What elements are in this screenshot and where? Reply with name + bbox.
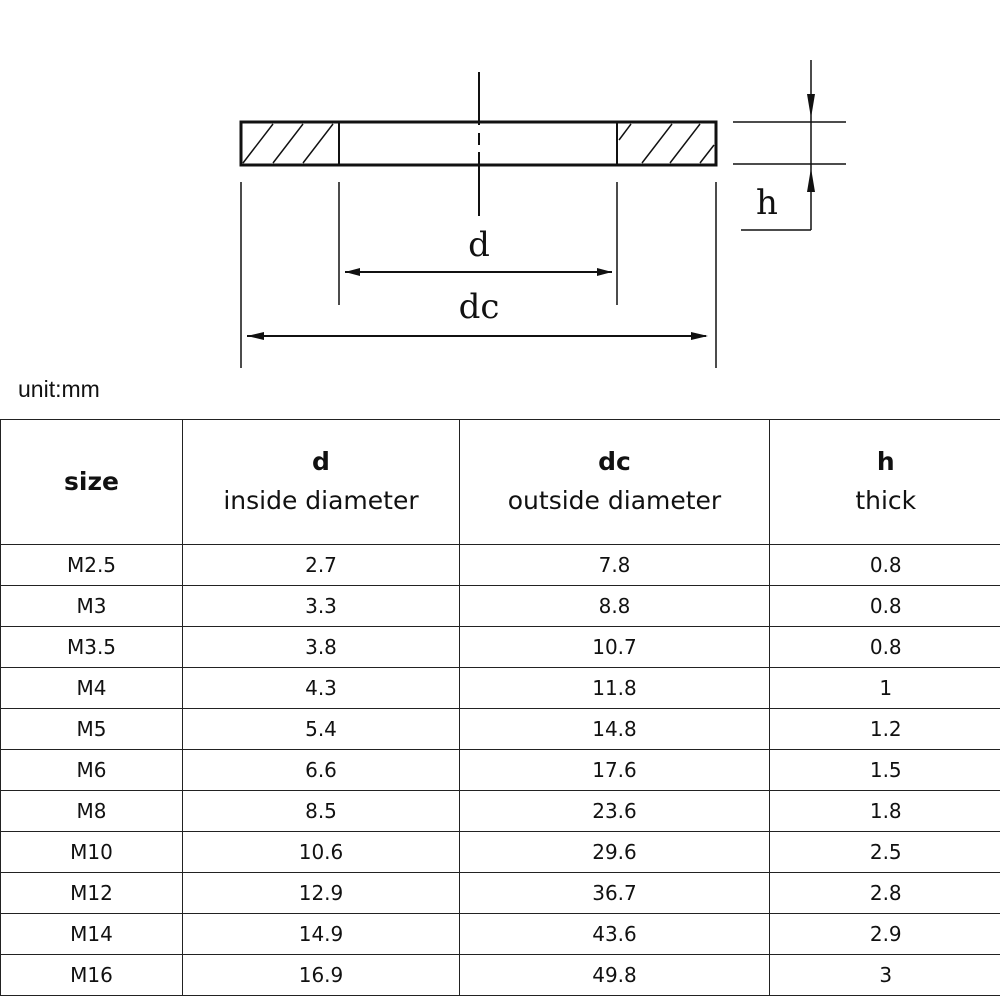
- cell-size: M6: [0, 749, 183, 791]
- header-h-symbol: h: [876, 447, 895, 477]
- header-d: d inside diameter: [182, 419, 460, 545]
- cell-d: 3.8: [182, 626, 460, 668]
- header-dc: dc outside diameter: [459, 419, 770, 545]
- table-row: M3.5 3.8 10.7 0.8: [0, 626, 1000, 668]
- cell-size: M3: [0, 585, 183, 627]
- cell-d: 6.6: [182, 749, 460, 791]
- cell-dc: 8.8: [459, 585, 770, 627]
- cell-dc: 17.6: [459, 749, 770, 791]
- header-h: h thick: [769, 419, 1000, 545]
- cell-h: 1.8: [769, 790, 1000, 832]
- cell-d: 4.3: [182, 667, 460, 709]
- cell-size: M14: [0, 913, 183, 955]
- table-row: M6 6.6 17.6 1.5: [0, 749, 1000, 791]
- cell-h: 3: [769, 954, 1000, 996]
- extension-lines: [240, 60, 846, 368]
- cell-d: 10.6: [182, 831, 460, 873]
- cell-d: 3.3: [182, 585, 460, 627]
- table-header-row: size d inside diameter dc outside diameter…: [0, 419, 1000, 545]
- cell-size: M5: [0, 708, 183, 750]
- cell-h: 2.8: [769, 872, 1000, 914]
- cell-h: 0.8: [769, 544, 1000, 586]
- cell-size: M2.5: [0, 544, 183, 586]
- cell-d: 14.9: [182, 913, 460, 955]
- table-row: M4 4.3 11.8 1: [0, 667, 1000, 709]
- cell-d: 12.9: [182, 872, 460, 914]
- hatching: [242, 123, 715, 164]
- label-d: d: [468, 225, 490, 265]
- cell-size: M8: [0, 790, 183, 832]
- table-row: M14 14.9 43.6 2.9: [0, 913, 1000, 955]
- table-row: M2.5 2.7 7.8 0.8: [0, 544, 1000, 586]
- cell-dc: 14.8: [459, 708, 770, 750]
- cell-size: M3.5: [0, 626, 183, 668]
- cell-dc: 43.6: [459, 913, 770, 955]
- washer-drawing: d dc h: [239, 60, 846, 368]
- table-row: M5 5.4 14.8 1.2: [0, 708, 1000, 750]
- cell-size: M12: [0, 872, 183, 914]
- header-d-symbol: d: [312, 447, 330, 477]
- table-row: M8 8.5 23.6 1.8: [0, 790, 1000, 832]
- table-row: M12 12.9 36.7 2.8: [0, 872, 1000, 914]
- table-row: M16 16.9 49.8 3: [0, 954, 1000, 996]
- header-h-desc: thick: [855, 486, 917, 515]
- cell-dc: 10.7: [459, 626, 770, 668]
- cell-size: M16: [0, 954, 183, 996]
- header-d-desc: inside diameter: [223, 486, 419, 515]
- cell-d: 5.4: [182, 708, 460, 750]
- cell-size: M4: [0, 667, 183, 709]
- cell-h: 0.8: [769, 585, 1000, 627]
- cell-size: M10: [0, 831, 183, 873]
- cell-dc: 36.7: [459, 872, 770, 914]
- cell-dc: 7.8: [459, 544, 770, 586]
- washer-size-table: size d inside diameter dc outside diameter…: [0, 419, 1000, 996]
- header-dc-symbol: dc: [598, 447, 631, 477]
- cell-d: 16.9: [182, 954, 460, 996]
- cell-dc: 23.6: [459, 790, 770, 832]
- cell-d: 2.7: [182, 544, 460, 586]
- cell-h: 1.5: [769, 749, 1000, 791]
- cell-dc: 49.8: [459, 954, 770, 996]
- cell-dc: 11.8: [459, 667, 770, 709]
- cell-h: 2.9: [769, 913, 1000, 955]
- cell-d: 8.5: [182, 790, 460, 832]
- header-size: size: [0, 419, 183, 545]
- table-row: M10 10.6 29.6 2.5: [0, 831, 1000, 873]
- cell-h: 1: [769, 667, 1000, 709]
- cell-h: 1.2: [769, 708, 1000, 750]
- label-h: h: [756, 183, 778, 223]
- label-dc: dc: [459, 287, 500, 327]
- cell-dc: 29.6: [459, 831, 770, 873]
- unit-label: unit:mm: [18, 376, 100, 402]
- dimension-lines: [247, 271, 706, 337]
- header-dc-desc: outside diameter: [507, 486, 722, 515]
- table-row: M3 3.3 8.8 0.8: [0, 585, 1000, 627]
- cell-h: 2.5: [769, 831, 1000, 873]
- cell-h: 0.8: [769, 626, 1000, 668]
